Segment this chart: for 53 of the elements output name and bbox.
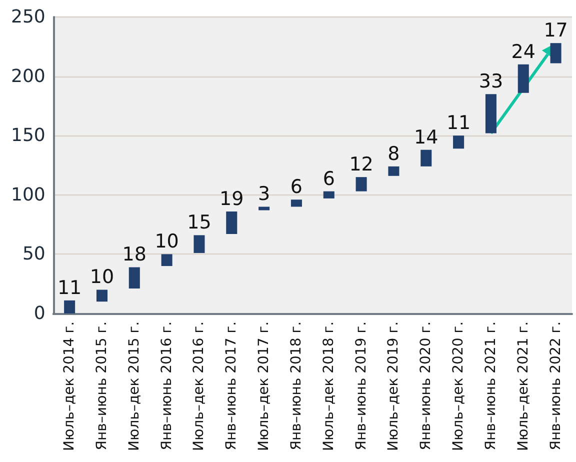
x-tick-label: Июль–дек 2017 г.: [256, 321, 272, 452]
data-label: 24: [511, 40, 536, 63]
data-label: 11: [57, 276, 82, 299]
data-label: 11: [446, 112, 471, 134]
x-tick-label: Янв–июнь 2018 г.: [288, 321, 304, 450]
y-tick-label: 200: [10, 66, 46, 87]
data-label: 3: [258, 183, 270, 206]
bar: [518, 64, 529, 93]
y-tick-label: 0: [34, 302, 46, 324]
bar: [96, 290, 108, 302]
bar: [258, 206, 270, 210]
x-tick-label: Июль–дек 2020 г.: [450, 321, 467, 452]
bar: [226, 211, 238, 234]
x-tick-label: Янв–июнь 2017 г.: [224, 321, 240, 450]
y-tick-label: 250: [10, 6, 46, 28]
bar: [128, 267, 140, 289]
data-label: 12: [349, 154, 374, 176]
x-tick-label: Июль–дек 2015 г.: [126, 321, 142, 452]
y-tick-label: 100: [10, 184, 46, 206]
data-label: 18: [122, 244, 146, 266]
data-label: 19: [220, 188, 244, 210]
bar: [453, 136, 464, 149]
data-label: 14: [414, 126, 438, 148]
x-tick-label: Янв–июнь 2016 г.: [158, 321, 175, 450]
bar: [290, 200, 302, 207]
x-tick-label: Июль–дек 2021 г.: [515, 321, 532, 452]
y-tick-label: 150: [10, 125, 46, 146]
bar: [356, 177, 367, 192]
x-tick-label: Июль–дек 2016 г.: [191, 321, 208, 452]
data-label: 6: [290, 176, 303, 198]
x-tick-label: Янв–июнь 2021 г.: [482, 321, 499, 450]
data-label: 17: [544, 20, 568, 42]
x-tick-label: Янв–июнь 2019 г.: [353, 321, 370, 450]
x-tick-label: Июль–дек 2018 г.: [320, 321, 337, 452]
x-tick-label: Янв–июнь 2020 г.: [418, 321, 434, 450]
y-tick-label: 50: [22, 244, 46, 265]
data-label: 10: [154, 230, 179, 253]
x-tick-label: Июль–дек 2019 г.: [386, 321, 402, 452]
data-label: 6: [322, 168, 335, 190]
data-label: 8: [388, 142, 400, 165]
data-label: 33: [478, 70, 504, 93]
bar: [485, 94, 496, 134]
x-tick-label: Янв–июнь 2022 г.: [548, 321, 564, 450]
x-tick-label: Янв–июнь 2015 г.: [94, 321, 110, 450]
bar: [323, 191, 334, 198]
bar: [388, 166, 400, 176]
bar: [194, 235, 205, 253]
bar: [420, 150, 432, 166]
data-label: 10: [90, 266, 114, 288]
bar: [64, 300, 76, 314]
bar: [161, 254, 172, 266]
data-label: 15: [187, 212, 212, 234]
x-tick-label: Июль–дек 2014 г.: [62, 321, 78, 452]
